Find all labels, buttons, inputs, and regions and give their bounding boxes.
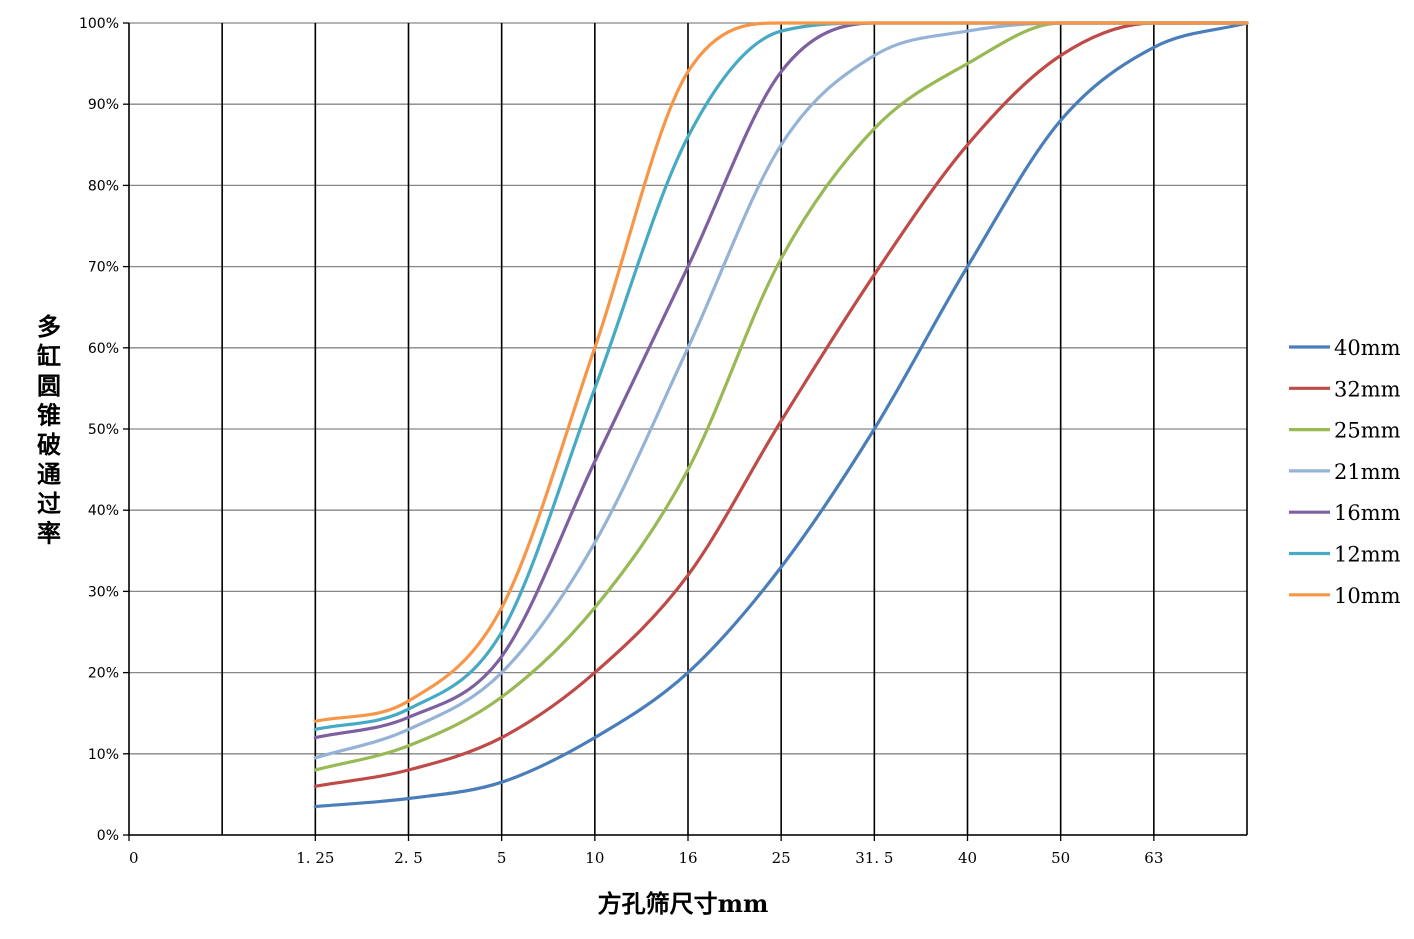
legend-item-25mm: 25mm [1289,419,1401,443]
y-axis-label-char: 圆 [37,371,61,400]
legend-item-10mm: 10mm [1289,584,1401,608]
y-tick-label: 40% [88,503,119,519]
x-tick-label: 2. 5 [394,849,423,867]
y-axis-ticks: 0% 10% 20% 30% 40% 50% 60% 70% 80% 90% 100% [79,16,129,844]
series-line-10mm [313,21,1249,723]
legend-label: 16mm [1334,501,1401,525]
y-axis-label-char: 锥 [37,401,61,430]
legend-label: 40mm [1334,336,1401,360]
x-tick-label: 63 [1144,849,1163,867]
legend-label: 21mm [1334,460,1401,484]
plot-grid [128,22,1248,836]
legend-item-12mm: 12mm [1289,543,1401,567]
y-tick-label: 80% [88,178,119,194]
y-tick-label: 60% [88,341,119,357]
x-tick-label: 1. 25 [296,849,334,867]
legend-label: 25mm [1334,419,1401,443]
y-tick-label: 0% [97,828,119,844]
y-axis-label-char: 多 [37,312,61,341]
x-tick-label: 10 [585,849,604,867]
legend-item-21mm: 21mm [1289,460,1401,484]
x-tick-label: 40 [958,849,977,867]
series-line-32mm [313,21,1249,788]
legend-item-32mm: 32mm [1289,377,1401,401]
x-tick-label: 0 [129,849,139,867]
series-line-40mm [313,21,1249,809]
y-axis-label-char: 破 [37,430,61,459]
legend-label: 32mm [1334,377,1401,401]
y-tick-label: 20% [88,666,119,682]
x-tick-label: 5 [497,849,507,867]
y-tick-label: 10% [88,747,119,763]
x-tick-label: 16 [678,849,697,867]
x-tick-label: 31. 5 [855,849,893,867]
legend-item-40mm: 40mm [1289,336,1401,360]
y-tick-label: 100% [79,16,119,32]
x-tick-label: 25 [772,849,791,867]
y-tick-label: 50% [88,422,119,438]
x-axis-ticks: 0 1. 25 2. 5 5 10 16 25 31. 5 40 50 63 [128,835,1163,867]
legend-label: 12mm [1334,543,1401,567]
y-tick-label: 70% [88,260,119,276]
y-axis-label-char: 率 [37,519,61,548]
y-axis-label-char: 通 [37,460,61,489]
y-tick-label: 30% [88,584,119,600]
y-axis-label-char: 过 [37,489,61,518]
series-lines [313,21,1249,809]
y-tick-label: 90% [88,97,119,113]
legend-label: 10mm [1334,584,1401,608]
legend-item-16mm: 16mm [1289,501,1401,525]
x-tick-label: 50 [1051,849,1070,867]
x-axis-label: 方孔筛尺寸mm [598,889,769,918]
y-axis-label-char: 缸 [37,342,61,371]
legend: 40mm 32mm 25mm 21mm 16mm 12mm 10mm [1289,336,1401,608]
